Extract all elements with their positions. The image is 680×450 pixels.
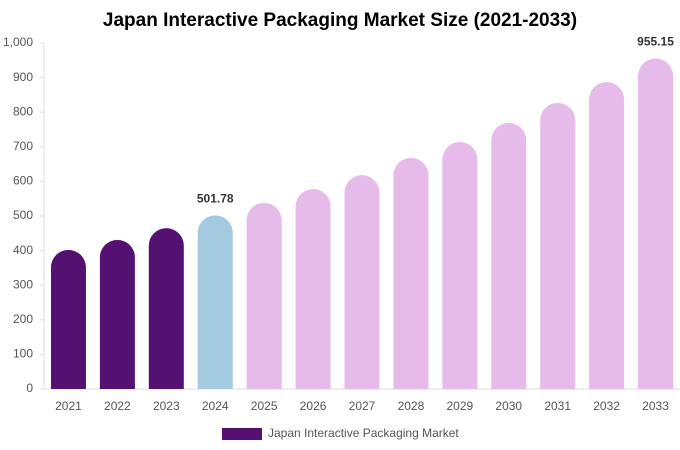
x-tick-label: 2021	[55, 399, 82, 413]
bar	[540, 102, 576, 389]
bar	[491, 122, 527, 389]
bar	[148, 228, 184, 389]
x-tick-label: 2027	[349, 399, 376, 413]
x-tick-label: 2026	[300, 399, 327, 413]
value-label: 501.78	[197, 192, 234, 206]
bar	[50, 249, 86, 389]
chart-title: Japan Interactive Packaging Market Size …	[103, 10, 577, 31]
value-label: 955.15	[637, 35, 674, 49]
y-tick-label: 700	[13, 139, 33, 153]
y-tick-label: 500	[13, 208, 33, 222]
bar	[638, 58, 674, 389]
bar	[393, 157, 429, 389]
x-tick-label: 2033	[642, 399, 669, 413]
x-tick-label: 2029	[446, 399, 473, 413]
y-tick-label: 1,000	[3, 35, 33, 49]
legend-label: Japan Interactive Packaging Market	[268, 426, 459, 440]
y-tick-label: 100	[13, 347, 33, 361]
y-tick-label: 0	[26, 381, 33, 395]
x-tick-label: 2025	[251, 399, 278, 413]
bar	[589, 82, 625, 390]
x-tick-label: 2030	[495, 399, 522, 413]
x-tick-label: 2024	[202, 399, 229, 413]
y-tick-label: 600	[13, 174, 33, 188]
bar	[295, 189, 331, 389]
y-tick-label: 800	[13, 104, 33, 118]
bar	[197, 215, 233, 389]
y-tick-label: 300	[13, 277, 33, 291]
y-tick-label: 200	[13, 312, 33, 326]
x-tick-label: 2028	[398, 399, 425, 413]
y-tick-label: 400	[13, 243, 33, 257]
x-tick-label: 2031	[544, 399, 571, 413]
legend-swatch	[222, 428, 262, 440]
bar	[246, 202, 282, 389]
x-tick-label: 2022	[104, 399, 131, 413]
bar	[442, 141, 478, 389]
bar	[99, 239, 135, 389]
bar	[344, 175, 380, 389]
y-tick-label: 900	[13, 70, 33, 84]
x-tick-label: 2032	[593, 399, 620, 413]
x-tick-label: 2023	[153, 399, 180, 413]
